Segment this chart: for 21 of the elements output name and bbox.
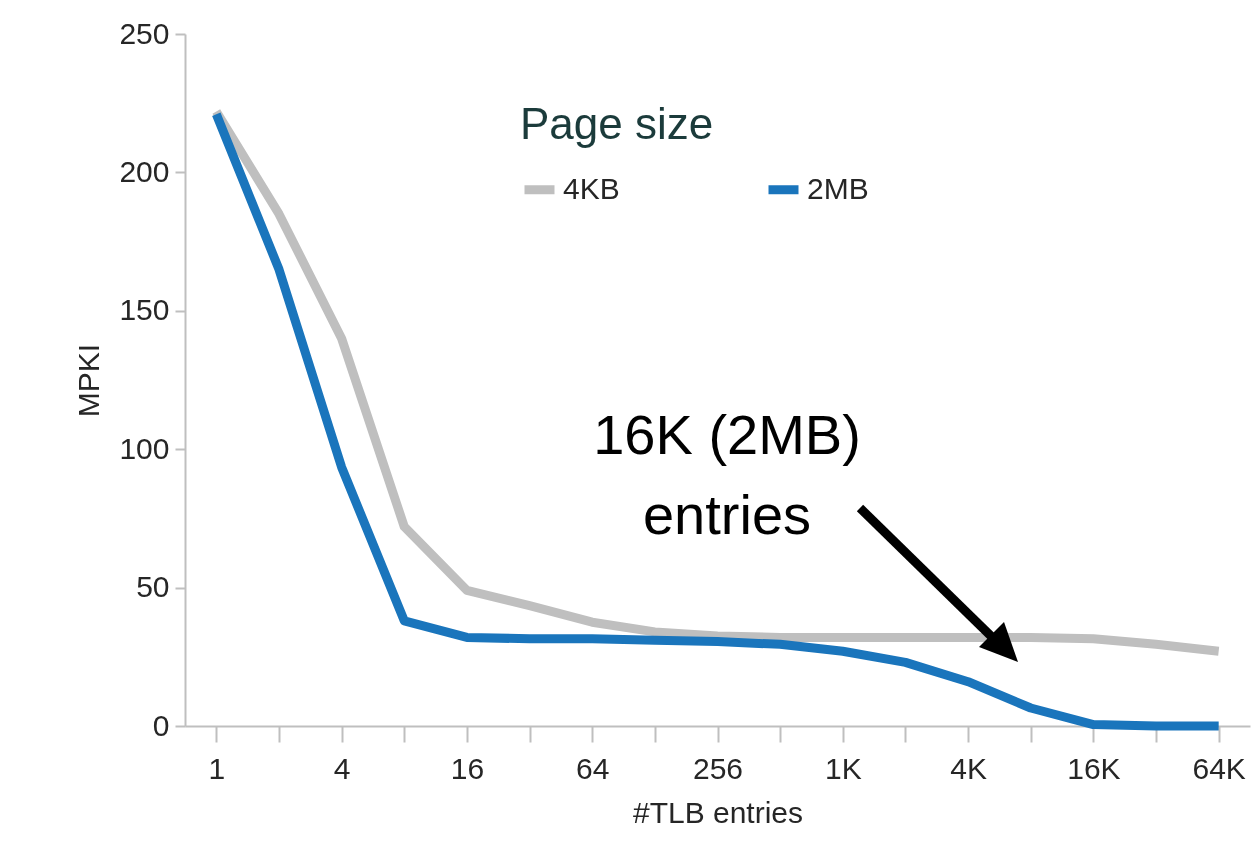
y-tick-label: 150 <box>119 293 170 327</box>
x-tick-label: 64K <box>1192 751 1246 785</box>
y-tick-label: 0 <box>152 708 170 742</box>
legend-label: 2MB <box>807 171 869 205</box>
x-tick-label: 1K <box>824 751 862 785</box>
y-tick-label: 250 <box>119 16 170 50</box>
x-axis-title: #TLB entries <box>632 795 804 829</box>
annotation: 16K (2MB) entries <box>593 403 861 546</box>
x-tick-label: 256 <box>692 751 744 785</box>
y-tick-label: 100 <box>119 431 170 465</box>
x-tick-label: 16 <box>450 751 485 785</box>
y-axis-title: MPKI <box>72 343 106 418</box>
x-tick-label: 16K <box>1067 751 1121 785</box>
x-tick-label: 1 <box>208 751 226 785</box>
legend-title: Page size <box>520 99 714 148</box>
x-tick-label: 64 <box>576 751 610 785</box>
legend-label: 4KB <box>563 171 620 205</box>
x-tick-label: 4 <box>333 751 351 785</box>
y-tick-label: 200 <box>119 154 170 188</box>
y-tick-label: 50 <box>136 570 170 604</box>
x-tick-label: 4K <box>950 751 987 785</box>
